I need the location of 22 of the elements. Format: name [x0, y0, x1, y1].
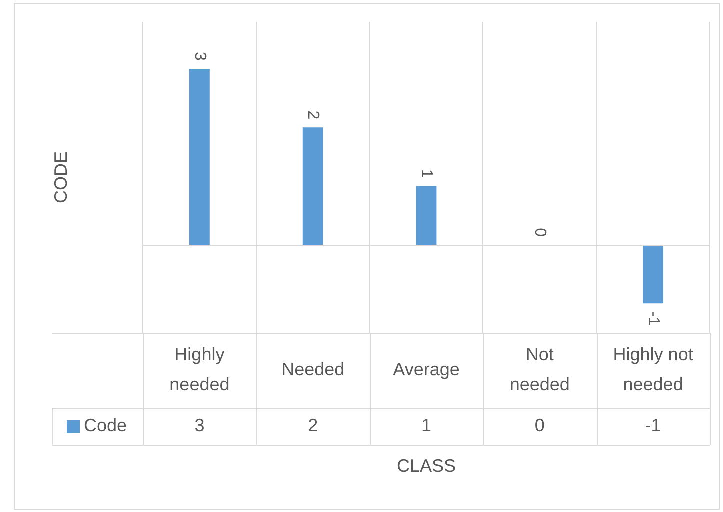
text: 1 [418, 169, 436, 178]
data-label: 2 [308, 415, 318, 436]
bar [416, 186, 437, 245]
x-tick-label: Highly not needed [613, 344, 694, 394]
bar [643, 244, 664, 304]
data-label: 1 [421, 415, 432, 436]
text: -1 [644, 312, 662, 326]
bar [189, 68, 210, 245]
data-label: -1 [645, 415, 662, 436]
text: 0 [531, 228, 548, 237]
legend-label: Code [84, 415, 128, 436]
x-tick-label: Not needed [510, 344, 570, 394]
x-tick-label: Highly needed [170, 344, 230, 394]
x-tick-label: Average [393, 359, 460, 380]
data-label: 0 [534, 415, 545, 436]
x-tick-label: Needed [282, 359, 345, 380]
text: 3 [191, 52, 208, 61]
x-axis-title: CLASS [396, 456, 456, 476]
data-label: 3 [194, 415, 205, 436]
bar [302, 128, 324, 245]
y-axis-title: CODE [50, 151, 71, 204]
text: 2 [304, 110, 322, 120]
